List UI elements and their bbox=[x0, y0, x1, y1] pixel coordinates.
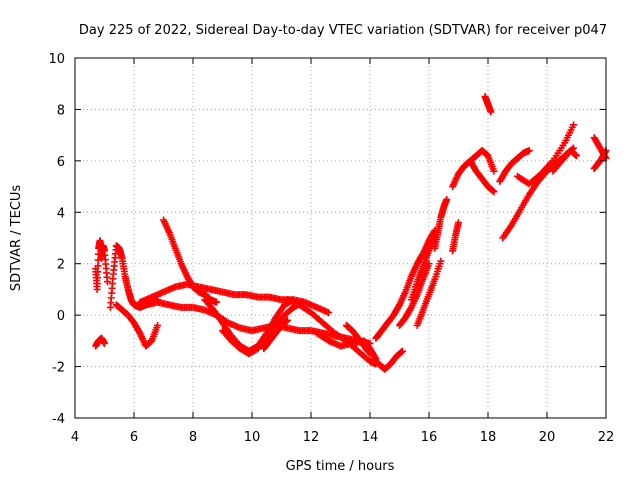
x-tick-label: 4 bbox=[71, 430, 79, 445]
series-arc-x bbox=[496, 147, 533, 185]
x-tick-label: 6 bbox=[130, 430, 138, 445]
y-tick-label: 4 bbox=[57, 206, 65, 221]
y-axis-ticks: -4 -2 0 2 4 6 8 10 bbox=[48, 52, 606, 427]
data-point bbox=[283, 316, 291, 324]
series-arc-j bbox=[260, 316, 291, 353]
data-point bbox=[487, 108, 495, 116]
series-arc-z bbox=[514, 121, 578, 188]
x-tick-label: 14 bbox=[362, 430, 379, 445]
series-arc-ac bbox=[590, 147, 610, 173]
data-point bbox=[430, 228, 438, 236]
series-arc-g bbox=[142, 298, 374, 347]
y-tick-label: 8 bbox=[57, 103, 65, 118]
x-tick-label: 8 bbox=[189, 430, 197, 445]
chart-title: Day 225 of 2022, Sidereal Day-to-day VTE… bbox=[79, 23, 607, 38]
data-point bbox=[365, 349, 373, 357]
data-point bbox=[103, 278, 111, 286]
x-tick-label: 18 bbox=[480, 430, 497, 445]
y-tick-label: -2 bbox=[52, 361, 65, 376]
data-point bbox=[601, 148, 609, 156]
series-arc-f bbox=[136, 280, 333, 317]
series-arc-v bbox=[466, 157, 498, 196]
series-arc-d bbox=[112, 301, 162, 350]
y-tick-label: 6 bbox=[57, 155, 65, 170]
data-point bbox=[437, 257, 445, 265]
x-tick-label: 10 bbox=[244, 430, 261, 445]
series-arc-r bbox=[413, 257, 445, 329]
data-point bbox=[93, 285, 101, 293]
y-tick-label: 10 bbox=[48, 52, 65, 67]
series-arc-n bbox=[369, 347, 406, 373]
data-point bbox=[443, 195, 451, 203]
data-point bbox=[213, 298, 221, 306]
data-point bbox=[366, 350, 374, 358]
x-axis-ticks: 4 6 8 10 12 14 16 18 20 22 bbox=[71, 58, 614, 445]
series-arc-aa bbox=[549, 147, 580, 175]
data-points bbox=[92, 93, 610, 373]
data-point bbox=[94, 268, 102, 276]
data-point bbox=[94, 274, 102, 282]
data-point bbox=[455, 219, 462, 227]
data-point bbox=[398, 347, 406, 355]
data-point bbox=[490, 167, 498, 175]
x-tick-label: 16 bbox=[421, 430, 438, 445]
x-tick-label: 12 bbox=[303, 430, 320, 445]
series-arc-w bbox=[481, 93, 495, 116]
plot-frame bbox=[74, 57, 607, 419]
x-tick-label: 22 bbox=[598, 430, 615, 445]
data-point bbox=[570, 121, 578, 129]
series-arc-b bbox=[92, 237, 111, 293]
series-arc-a bbox=[92, 334, 108, 350]
data-point bbox=[525, 147, 533, 155]
grid-lines bbox=[75, 58, 606, 418]
x-axis-label: GPS time / hours bbox=[286, 459, 395, 474]
series-arc-k bbox=[283, 296, 380, 368]
y-axis-label: SDTVAR / TECUs bbox=[9, 185, 24, 292]
data-point bbox=[94, 262, 102, 270]
data-point bbox=[573, 152, 580, 160]
y-tick-label: -4 bbox=[52, 412, 65, 427]
series-arc-e bbox=[160, 216, 221, 306]
data-point bbox=[94, 256, 102, 264]
series-arc-m bbox=[342, 321, 374, 358]
series-arc-s bbox=[431, 195, 451, 252]
data-point bbox=[325, 309, 333, 317]
x-tick-label: 20 bbox=[539, 430, 556, 445]
data-point bbox=[490, 188, 498, 196]
series-arc-t bbox=[449, 219, 462, 255]
y-tick-label: 2 bbox=[57, 258, 65, 273]
data-point bbox=[154, 321, 162, 329]
y-tick-label: 0 bbox=[57, 309, 65, 324]
data-point bbox=[93, 280, 101, 288]
data-point bbox=[101, 339, 108, 347]
